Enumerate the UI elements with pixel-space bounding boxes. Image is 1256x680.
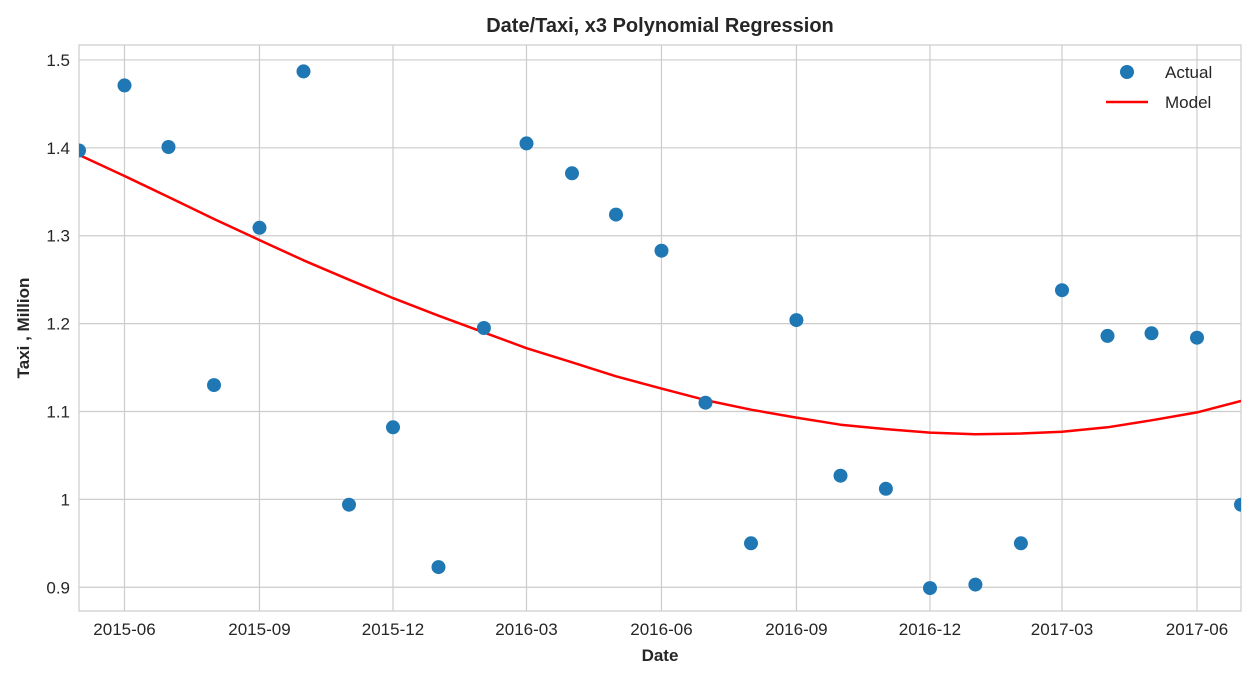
actual-point <box>476 321 491 335</box>
actual-point <box>431 560 446 575</box>
x-tick-label: 2015-09 <box>228 620 290 639</box>
y-tick-label: 0.9 <box>46 578 70 597</box>
plot-area-frame <box>78 44 1242 612</box>
x-axis-title: Date <box>642 646 679 665</box>
x-tick-label: 2016-12 <box>899 620 961 639</box>
actual-point <box>744 536 758 551</box>
y-axis-title: Taxi , Million <box>14 278 33 379</box>
x-tick-label: 2017-06 <box>1166 620 1228 639</box>
actual-point <box>117 78 132 93</box>
actual-point <box>565 166 579 181</box>
y-tick-label: 1.3 <box>46 227 70 246</box>
x-tick-label: 2016-09 <box>765 620 827 639</box>
actual-point <box>1013 536 1028 551</box>
actual-point <box>1234 497 1241 512</box>
y-tick-label: 1.4 <box>46 139 70 158</box>
actual-point <box>1144 326 1159 341</box>
actual-point <box>161 140 176 154</box>
y-tick-label: 1.1 <box>46 402 70 421</box>
legend-marker-actual <box>1120 65 1134 79</box>
actual-point <box>296 64 311 79</box>
actual-point <box>386 420 400 435</box>
actual-point <box>1100 328 1115 343</box>
actual-point <box>698 395 713 410</box>
legend-label-model: Model <box>1165 93 1211 112</box>
legend: Actual Model <box>1106 63 1212 112</box>
actual-point <box>1055 283 1069 298</box>
series-group <box>79 64 1241 596</box>
actual-point <box>878 481 893 496</box>
actual-point <box>252 220 267 235</box>
y-tick-label: 1.5 <box>46 51 70 70</box>
actual-point <box>789 313 804 328</box>
actual-point <box>1190 330 1204 345</box>
actual-point <box>207 378 221 393</box>
actual-point <box>968 577 983 592</box>
actual-point <box>79 143 86 158</box>
x-tick-label: 2016-03 <box>495 620 557 639</box>
series-layer <box>79 64 1241 596</box>
actual-point <box>923 581 937 596</box>
x-tick-label: 2015-06 <box>93 620 155 639</box>
x-tick-label: 2017-03 <box>1031 620 1093 639</box>
legend-label-actual: Actual <box>1165 63 1212 82</box>
x-tick-label: 2016-06 <box>630 620 692 639</box>
grid-lines <box>79 45 1241 611</box>
actual-point <box>833 468 848 483</box>
actual-point <box>654 243 669 258</box>
actual-point <box>609 207 623 222</box>
actual-point <box>519 136 534 151</box>
model-line <box>79 153 1241 436</box>
actual-point <box>342 497 356 512</box>
y-axis-ticks: 0.9 1 1.1 1.2 1.3 1.4 1.5 <box>46 51 70 597</box>
y-tick-label: 1.2 <box>46 315 70 334</box>
y-tick-label: 1 <box>61 490 70 509</box>
x-tick-label: 2015-12 <box>362 620 424 639</box>
x-axis-ticks: 2015-06 2015-09 2015-12 2016-03 2016-06 2016-… <box>93 620 1228 639</box>
chart-title: Date/Taxi, x3 Polynomial Regression <box>486 15 834 37</box>
